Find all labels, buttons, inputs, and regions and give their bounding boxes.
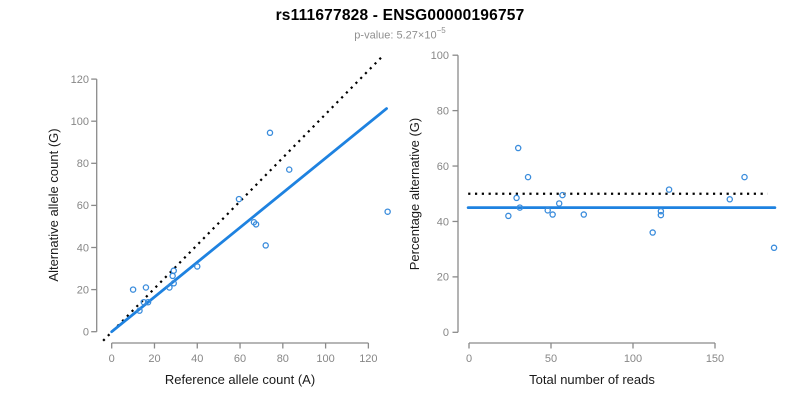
data-point <box>266 129 274 137</box>
data-point <box>384 208 391 215</box>
left-y-axis-title: Alternative allele count (G) <box>46 128 61 281</box>
x-tick-label: 100 <box>624 353 642 365</box>
y-tick-label: 0 <box>83 327 89 339</box>
data-point <box>524 173 532 181</box>
data-point <box>559 191 566 199</box>
left-scatter-panel: Reference allele count (A) Alternative a… <box>46 54 391 387</box>
data-point <box>665 186 673 193</box>
data-point <box>252 221 260 228</box>
y-tick-label: 80 <box>77 158 89 170</box>
x-tick-label: 60 <box>234 353 246 365</box>
x-axis: 0 20 40 60 80 100 120 <box>109 342 378 365</box>
x-tick-label: 0 <box>466 353 472 365</box>
y-tick-label: 0 <box>443 327 449 339</box>
data-point <box>516 204 524 211</box>
x-tick-label: 80 <box>277 353 289 365</box>
x-tick-label: 20 <box>148 353 160 365</box>
y-tick-label: 20 <box>77 284 89 296</box>
data-point <box>544 207 551 214</box>
y-tick-label: 100 <box>431 50 449 62</box>
x-axis: 0 50 100 150 <box>466 342 724 365</box>
pvalue-exponent: −5 <box>436 25 446 35</box>
figure-header: rs111677828 - ENSG00000196757 p-value: 5… <box>0 7 800 42</box>
figure-subtitle: p-value: 5.27×10−5 <box>0 25 800 42</box>
x-tick-label: 40 <box>191 353 203 365</box>
right-y-axis-title: Percentage alternative (G) <box>407 118 422 270</box>
y-tick-label: 20 <box>437 272 449 284</box>
data-point <box>262 242 269 249</box>
data-point <box>136 307 143 314</box>
data-point <box>580 211 588 218</box>
data-point <box>649 229 656 236</box>
data-point <box>166 284 173 291</box>
data-point <box>142 284 150 291</box>
x-tick-label: 100 <box>316 353 334 365</box>
data-point <box>726 196 734 203</box>
right-x-axis-title: Total number of reads <box>529 372 655 387</box>
data-point <box>741 173 748 181</box>
x-tick-label: 0 <box>109 353 115 365</box>
data-point <box>169 272 176 280</box>
data-point <box>129 286 137 293</box>
data-point <box>549 211 556 218</box>
scatter-points <box>129 129 391 314</box>
data-point <box>235 195 243 203</box>
data-point <box>513 194 520 202</box>
regression-line <box>110 107 388 334</box>
x-tick-label: 150 <box>706 353 724 365</box>
data-point <box>770 244 778 252</box>
x-tick-label: 50 <box>545 353 557 365</box>
data-point <box>194 263 201 270</box>
data-point <box>170 267 177 274</box>
y-tick-label: 60 <box>437 161 449 173</box>
data-point <box>170 280 177 287</box>
scatter-points <box>505 144 778 252</box>
data-point <box>285 166 293 173</box>
x-tick-label: 120 <box>359 353 377 365</box>
pvalue-text: p-value: 5.27×10 <box>354 29 437 42</box>
y-axis: 0 20 40 60 80 100 120 <box>71 74 98 339</box>
data-point <box>555 200 563 207</box>
y-tick-label: 60 <box>77 200 89 212</box>
y-tick-label: 100 <box>71 116 89 128</box>
data-point <box>144 298 152 306</box>
data-point <box>505 212 512 220</box>
y-tick-label: 40 <box>437 216 449 228</box>
right-scatter-panel: Total number of reads Percentage alterna… <box>407 50 778 387</box>
y-tick-label: 80 <box>437 105 449 117</box>
left-x-axis-title: Reference allele count (A) <box>165 372 315 387</box>
identity-line <box>102 54 385 342</box>
data-point <box>514 144 522 152</box>
y-tick-label: 40 <box>77 242 89 254</box>
data-point <box>140 298 148 306</box>
data-point <box>657 211 665 219</box>
figure-title: rs111677828 - ENSG00000196757 <box>275 7 525 24</box>
y-tick-label: 120 <box>71 74 89 86</box>
data-point <box>657 207 665 215</box>
y-axis: 0 20 40 60 80 100 <box>431 50 459 339</box>
